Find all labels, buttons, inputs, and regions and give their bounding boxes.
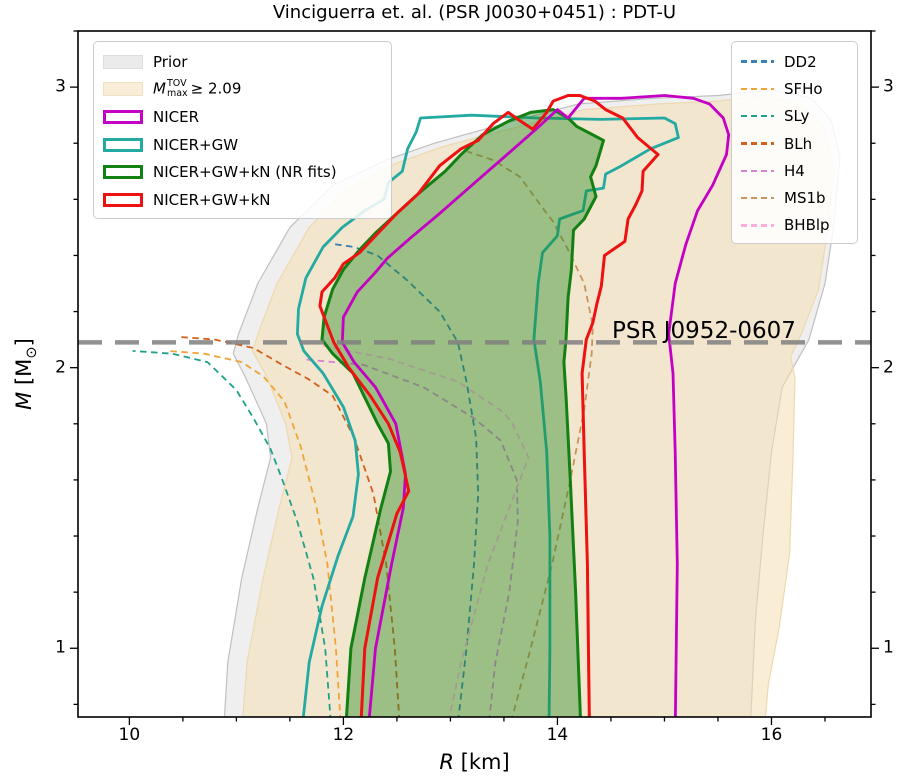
eos-curve-bhblp — [320, 344, 530, 717]
y-tick-label-left: 3 — [55, 76, 66, 97]
eos-curve-ms1b — [467, 150, 594, 717]
x-axis-variable: R — [439, 750, 454, 774]
contour-nicer-gw — [296, 113, 680, 717]
mmax-superscript: TOV — [166, 78, 187, 90]
legend-item-label: BLh — [784, 134, 813, 153]
eos-legend: DD2 SFHo SLy BLh H4 MS1b BHBlp — [731, 41, 858, 244]
contour-swatch — [103, 165, 143, 180]
legend-item-label: NICER+GW — [153, 135, 239, 154]
legend-item-label: NICER+GW+kN (NR fits) — [153, 163, 337, 182]
x-tick-label: 10 — [118, 725, 141, 745]
mmax-region — [242, 94, 835, 717]
contour-swatch — [103, 192, 143, 207]
eos-curve-blh — [177, 335, 401, 717]
legend-item: NICER+GW+kN — [103, 186, 381, 214]
eos-curve-sfho — [167, 350, 342, 717]
legend-item: NICER+GW+kN (NR fits) — [103, 158, 381, 186]
legend-item-label: NICER+GW+kN — [153, 190, 271, 209]
eos-curve-sly — [132, 350, 332, 717]
contour-swatch — [103, 109, 143, 124]
legend-item-label: Prior — [153, 52, 188, 71]
legend-item-label: M TOV max ≥ 2.09 — [153, 79, 241, 99]
y-tick-label-right: 2 — [883, 357, 894, 378]
eos-curve-h4 — [303, 358, 519, 717]
mmax-subscript: max — [166, 88, 188, 100]
patch-swatch — [103, 54, 143, 69]
axes-frame — [77, 30, 872, 718]
mmax-symbol: M — [153, 79, 166, 98]
legend-item: DD2 — [741, 48, 847, 75]
axis-ticks — [70, 30, 879, 725]
y-tick-label-right: 3 — [883, 76, 894, 97]
patch-swatch — [103, 82, 143, 97]
contour-nicer — [340, 94, 731, 717]
legend-item: SLy — [741, 103, 847, 130]
eos-curve-dd2 — [334, 243, 480, 717]
mmax-condition: ≥ 2.09 — [190, 79, 242, 98]
legend-item: NICER+GW — [103, 131, 381, 159]
legend-item-label: NICER — [153, 107, 200, 126]
contour-nicer-gw-kn — [318, 94, 660, 717]
contour-swatch — [103, 137, 143, 152]
y-tick-label-left: 2 — [55, 357, 66, 378]
x-axis-label: R [km] — [78, 750, 871, 774]
dashed-line-swatch — [741, 142, 774, 145]
legend-item-label: SFHo — [784, 79, 823, 98]
legend-item-label: MS1b — [784, 189, 826, 208]
legend-item-label: BHBlp — [784, 216, 830, 235]
dashed-line-swatch — [741, 115, 774, 118]
x-tick-label: 12 — [332, 725, 355, 745]
dashed-line-swatch — [741, 87, 774, 91]
plot-area — [78, 89, 871, 717]
y-tick-label-left: 1 — [55, 637, 66, 658]
legend-item: M TOV max ≥ 2.09 — [103, 76, 381, 104]
legend-item: BHBlp — [741, 212, 847, 239]
dashed-line-swatch — [741, 196, 774, 200]
y-tick-label-right: 1 — [883, 637, 894, 658]
psr-j0952-annotation: PSR J0952-0607 — [612, 318, 796, 345]
y-axis-variable: M — [11, 391, 36, 410]
legend-item: Prior — [103, 48, 381, 76]
dashed-line-swatch — [741, 60, 774, 63]
legend-item-label: DD2 — [784, 52, 817, 71]
credible-region-legend: Prior M TOV max ≥ 2.09 NICER NICER+GW NICER+GW+… — [93, 41, 392, 219]
legend-item: SFHo — [741, 75, 847, 102]
legend-item: BLh — [741, 130, 847, 157]
x-tick-label: 14 — [546, 725, 569, 745]
y-axis-label: M [M⊙] — [11, 338, 41, 410]
legend-item: MS1b — [741, 184, 847, 211]
dashed-line-swatch — [741, 169, 774, 173]
legend-item-label: H4 — [784, 161, 805, 180]
x-axis-unit: [km] — [453, 750, 510, 774]
legend-item-label: SLy — [784, 107, 810, 126]
legend-item: NICER — [103, 103, 381, 131]
legend-item: H4 — [741, 157, 847, 184]
sun-symbol: ⊙ — [23, 346, 41, 359]
plot-title: Vinciguerra et. al. (PSR J0030+0451) : P… — [272, 2, 677, 23]
dashed-line-swatch — [741, 224, 774, 227]
x-tick-label: 16 — [760, 725, 783, 745]
